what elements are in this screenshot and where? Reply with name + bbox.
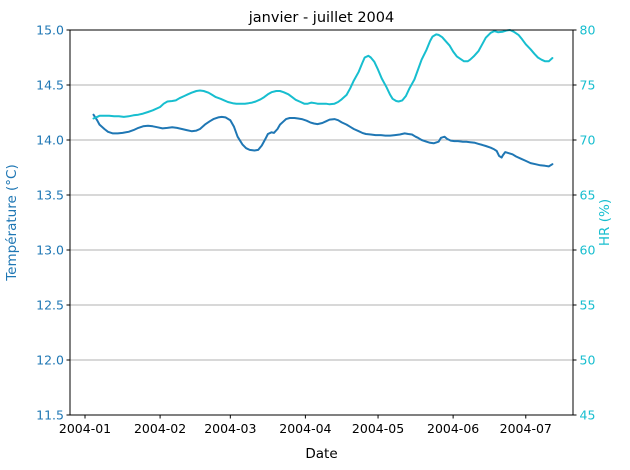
y-right-tick-label: 45: [580, 408, 596, 423]
y-left-tick-label: 12.5: [36, 298, 64, 313]
y-right-tick-label: 60: [580, 243, 596, 258]
y-right-axis-ticks: 80 75 70 65 60 55 50 45: [573, 23, 595, 423]
x-tick-label: 2004-03: [204, 421, 256, 436]
y-left-tick-label: 12.0: [36, 353, 64, 368]
x-tick-label: 2004-04: [279, 421, 331, 436]
x-tick-label: 2004-01: [59, 421, 111, 436]
x-tick-label: 2004-05: [352, 421, 404, 436]
y-left-tick-label: 13.0: [36, 243, 64, 258]
x-axis-label: Date: [305, 446, 337, 462]
plot-area-border: [69, 29, 574, 416]
y-right-tick-label: 65: [580, 188, 596, 203]
y-right-tick-label: 75: [580, 78, 596, 93]
y-right-tick-label: 80: [580, 23, 596, 38]
gridlines: [70, 84, 573, 361]
x-tick-label: 2004-07: [500, 421, 552, 436]
series-line-left: [92, 113, 554, 168]
chart-title: janvier - juillet 2004: [248, 10, 394, 26]
x-axis-ticks: 2004-01 2004-02 2004-03 2004-04 2004-05 2004-…: [59, 415, 552, 436]
series-lines: [92, 29, 554, 168]
y-right-axis-title: HR (%): [597, 199, 613, 246]
y-left-axis-ticks: 15.0 14.5 14.0 13.5 13.0 12.5 12.0 11.5: [36, 23, 70, 423]
y-left-tick-label: 14.0: [36, 133, 64, 148]
y-left-tick-label: 13.5: [36, 188, 64, 203]
x-tick-label: 2004-06: [427, 421, 479, 436]
series-line-right: [92, 29, 554, 120]
x-tick-label: 2004-02: [134, 421, 186, 436]
y-left-tick-label: 11.5: [36, 408, 64, 423]
y-left-axis-title: Température (°C): [4, 164, 20, 282]
y-left-tick-label: 14.5: [36, 78, 64, 93]
y-left-tick-label: 15.0: [36, 23, 64, 38]
y-right-tick-label: 50: [580, 353, 596, 368]
y-right-tick-label: 70: [580, 133, 596, 148]
y-right-tick-label: 55: [580, 298, 596, 313]
